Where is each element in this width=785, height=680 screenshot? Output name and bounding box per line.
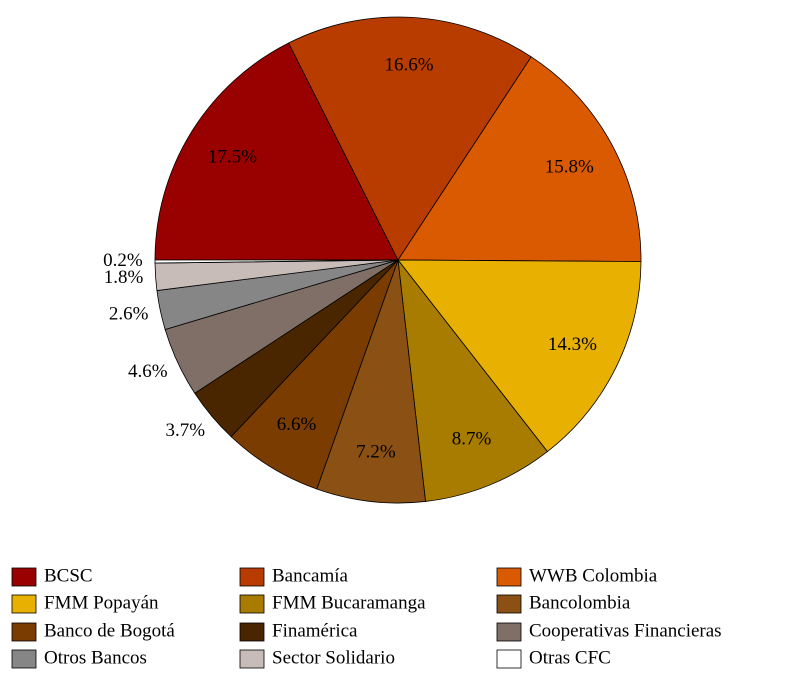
- legend-swatch: [239, 567, 265, 587]
- data-label: 1.8%: [104, 267, 144, 288]
- legend-swatch: [11, 594, 37, 614]
- legend-label: WWB Colombia: [529, 565, 658, 586]
- legend-swatch: [496, 567, 522, 587]
- pie-slice: [397, 56, 642, 262]
- legend-label: FMM Bucaramanga: [272, 592, 426, 613]
- legend-label: Cooperativas Financieras: [529, 620, 722, 641]
- legend-label: BCSC: [44, 565, 93, 586]
- legend-label: Bancolombia: [529, 592, 631, 613]
- legend-swatch: [496, 649, 522, 669]
- data-label: 16.6%: [384, 54, 433, 75]
- data-label: 6.6%: [277, 414, 317, 435]
- pie-slice: [397, 258, 549, 502]
- legend-swatch: [11, 649, 37, 669]
- legend-swatch: [239, 594, 265, 614]
- legend-swatch: [239, 622, 265, 642]
- legend-swatch: [496, 622, 522, 642]
- legend-swatch: [11, 622, 37, 642]
- legend-label: Finamérica: [272, 620, 358, 641]
- legend-label: FMM Popayán: [44, 592, 159, 613]
- data-label: 17.5%: [208, 146, 257, 167]
- data-label: 8.7%: [452, 428, 492, 449]
- data-label: 4.6%: [128, 361, 168, 382]
- pie-slice: [316, 259, 426, 504]
- pie-slice: [154, 42, 399, 261]
- legend-label: Otras CFC: [529, 647, 611, 668]
- pie-slice: [288, 16, 532, 261]
- legend-swatch: [239, 649, 265, 669]
- legend-label: Otros Bancos: [44, 647, 147, 668]
- data-label: 7.2%: [356, 442, 396, 463]
- data-label: 14.3%: [548, 334, 597, 355]
- pie-slice: [154, 259, 399, 264]
- legend-swatch: [11, 567, 37, 587]
- legend-label: Banco de Bogotá: [44, 620, 175, 641]
- legend-swatch: [496, 594, 522, 614]
- data-label: 3.7%: [165, 420, 205, 441]
- pie-slice: [397, 259, 642, 453]
- legend-label: Bancamía: [272, 565, 349, 586]
- legend-label: Sector Solidario: [272, 647, 395, 668]
- data-label: 2.6%: [109, 304, 149, 325]
- data-label: 0.2%: [103, 250, 143, 271]
- data-label: 15.8%: [545, 157, 594, 178]
